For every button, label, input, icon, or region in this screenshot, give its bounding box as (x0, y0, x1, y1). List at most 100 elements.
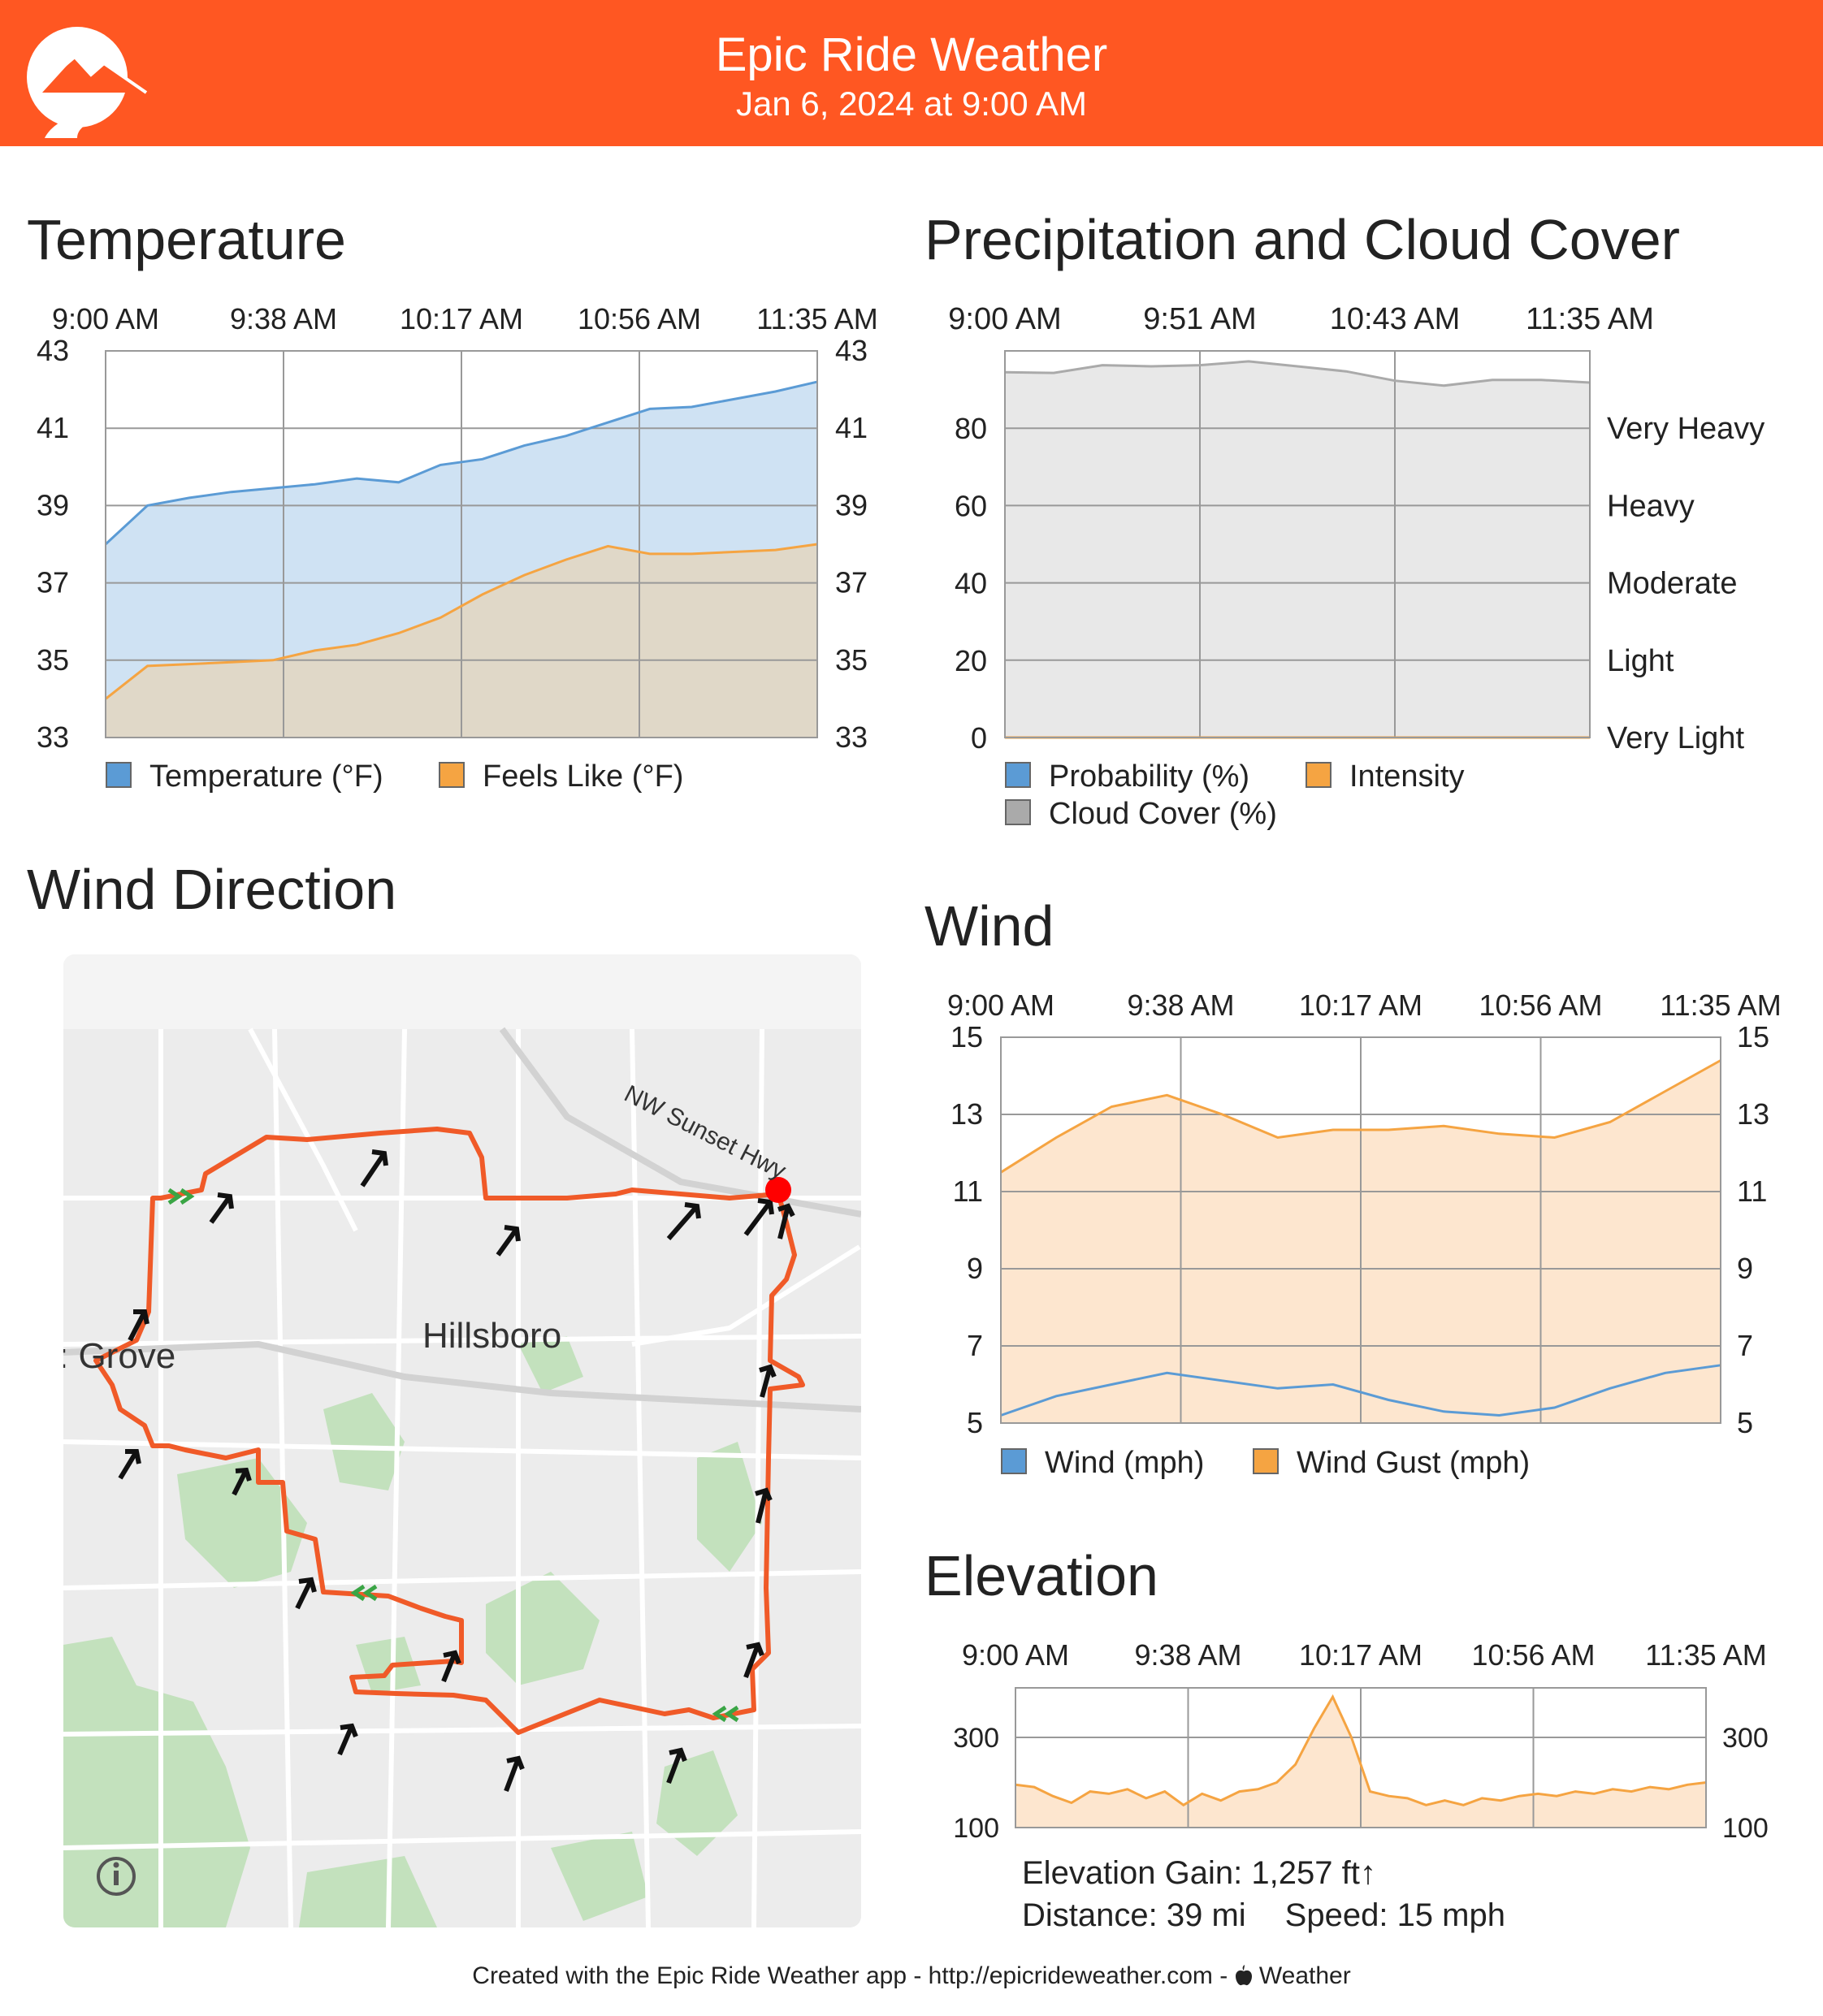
mountain-road-icon (0, 27, 148, 138)
precipitation-y-tick-right: Heavy (1607, 489, 1695, 523)
legend-swatch-intensity (1306, 761, 1332, 788)
elevation-x-tick: 10:17 AM (1299, 1638, 1422, 1672)
precipitation-x-tick: 10:43 AM (1330, 302, 1461, 336)
wind-y-tick-right: 5 (1737, 1406, 1753, 1439)
precipitation-y-tick-right: Light (1607, 644, 1674, 678)
precipitation-x-tick: 11:35 AM (1526, 302, 1654, 336)
legend-temperature: Temperature (°F) (106, 759, 383, 794)
gain-arrow-icon: ↑ (1359, 1855, 1376, 1891)
wind-plot-frame (1000, 1036, 1721, 1424)
wind-title: Wind (924, 894, 1054, 958)
temperature-series-line-1 (105, 543, 818, 700)
ride-stats: Elevation Gain: 1,257 ft↑ Distance: 39 m… (1022, 1852, 1505, 1936)
legend-wind-gust: Wind Gust (mph) (1253, 1446, 1530, 1481)
temperature-y-tick-right: 33 (835, 720, 868, 754)
temperature-y-tick-right: 39 (835, 488, 868, 521)
legend-label-cloud-cover: Cloud Cover (%) (1049, 797, 1277, 831)
wind-series-line-0 (1000, 1364, 1721, 1417)
map-canvas[interactable] (63, 954, 861, 1927)
temperature-y-tick-left: 41 (37, 411, 69, 444)
precipitation-series-line-2 (1004, 360, 1591, 387)
legend-label-wind: Wind (mph) (1045, 1446, 1205, 1480)
precipitation-x-tick: 9:51 AM (1143, 302, 1256, 336)
wind-direction-title: Wind Direction (27, 858, 397, 921)
wind-x-tick: 10:56 AM (1479, 989, 1602, 1022)
wind-x-tick: 9:00 AM (947, 989, 1054, 1022)
map-label-grove: : Grove (63, 1336, 176, 1376)
precipitation-y-tick-left: 60 (955, 489, 987, 522)
apple-icon (1235, 1965, 1252, 1986)
precipitation-y-tick-left: 0 (971, 721, 987, 755)
legend-swatch-temperature (106, 761, 132, 788)
app-title: Epic Ride Weather (715, 28, 1108, 81)
double-chevron-icon (167, 1188, 739, 1723)
elevation-title: Elevation (924, 1544, 1158, 1607)
wind-y-tick-right: 11 (1737, 1175, 1767, 1208)
route-map[interactable]: Hillsboro : Grove NW Sunset Hwy (63, 954, 861, 1927)
precipitation-y-tick-right: Moderate (1607, 567, 1738, 601)
elevation-x-tick: 11:35 AM (1645, 1638, 1766, 1672)
wind-x-tick: 10:17 AM (1299, 989, 1422, 1022)
precipitation-y-tick-right: Very Light (1607, 721, 1744, 755)
wind-y-tick-right: 9 (1737, 1252, 1753, 1285)
legend-swatch-wind (1001, 1447, 1027, 1474)
footer: Created with the Epic Ride Weather app -… (0, 1962, 1823, 1990)
distance-value: Distance: 39 mi (1022, 1897, 1246, 1933)
temperature-x-tick: 9:38 AM (230, 302, 337, 335)
precipitation-y-tick-left: 80 (955, 412, 987, 445)
footer-weather: Weather (1258, 1962, 1351, 1989)
wind-y-tick-left: 15 (950, 1020, 983, 1053)
precipitation-y-tick-left: 20 (955, 644, 987, 677)
temperature-y-tick-right: 37 (835, 566, 868, 599)
wind-y-tick-left: 7 (967, 1329, 983, 1362)
elevation-x-tick: 10:56 AM (1471, 1638, 1595, 1672)
legend-wind: Wind (mph) (1001, 1446, 1204, 1481)
wind-arrow-icon (118, 1149, 795, 1793)
elevation-y-tick-right: 100 (1722, 1813, 1769, 1844)
wind-y-tick-left: 9 (967, 1252, 983, 1285)
start-marker-icon (765, 1177, 791, 1203)
temperature-y-tick-left: 33 (37, 720, 69, 754)
wind-y-tick-left: 5 (967, 1406, 983, 1439)
legend-probability: Probability (%) (1005, 759, 1249, 794)
route-path (93, 1127, 805, 1735)
precipitation-plot-frame (1004, 350, 1591, 738)
legend-label-intensity: Intensity (1349, 759, 1465, 794)
footer-text: Created with the Epic Ride Weather app -… (472, 1962, 1235, 1989)
legend-swatch-probability (1005, 761, 1031, 788)
elevation-series-line-0 (1015, 1694, 1707, 1807)
temperature-x-tick: 11:35 AM (756, 302, 877, 335)
legend-label-feels-like: Feels Like (°F) (483, 759, 684, 794)
elevation-gain: Elevation Gain: 1,257 ft↑ (1022, 1852, 1505, 1894)
temperature-x-tick: 10:56 AM (578, 302, 701, 335)
wind-y-tick-right: 13 (1737, 1097, 1769, 1131)
precipitation-y-tick-right: Very Heavy (1607, 412, 1765, 446)
elevation-y-tick-left: 100 (953, 1813, 999, 1844)
wind-y-tick-right: 15 (1737, 1020, 1769, 1053)
temperature-y-tick-left: 39 (37, 488, 69, 521)
legend-intensity: Intensity (1306, 759, 1465, 794)
legend-swatch-feels-like (439, 761, 465, 788)
wind-series-line-1 (1000, 1059, 1721, 1174)
legend-label-temperature: Temperature (°F) (149, 759, 383, 794)
elevation-y-tick-right: 300 (1722, 1723, 1769, 1754)
elevation-gain-value: Elevation Gain: 1,257 ft (1022, 1855, 1360, 1891)
temperature-plot-frame (105, 350, 818, 738)
speed-value: Speed: 15 mph (1284, 1897, 1505, 1933)
temperature-y-tick-right: 35 (835, 643, 868, 677)
precipitation-x-tick: 9:00 AM (948, 302, 1061, 336)
temperature-y-tick-right: 41 (835, 411, 868, 444)
ride-date: Jan 6, 2024 at 9:00 AM (736, 84, 1087, 123)
elevation-plot-frame (1015, 1687, 1707, 1828)
wind-y-tick-left: 13 (950, 1097, 983, 1131)
legend-label-wind-gust: Wind Gust (mph) (1297, 1446, 1531, 1480)
wind-y-tick-right: 7 (1737, 1329, 1753, 1362)
wind-y-tick-left: 11 (953, 1175, 983, 1208)
temperature-y-tick-left: 37 (37, 566, 69, 599)
precipitation-y-tick-left: 40 (955, 567, 987, 600)
temperature-title: Temperature (27, 208, 346, 271)
app-header: Epic Ride Weather Jan 6, 2024 at 9:00 AM (0, 0, 1823, 146)
precipitation-title: Precipitation and Cloud Cover (924, 208, 1680, 271)
precipitation-series-area-2 (1005, 361, 1590, 738)
